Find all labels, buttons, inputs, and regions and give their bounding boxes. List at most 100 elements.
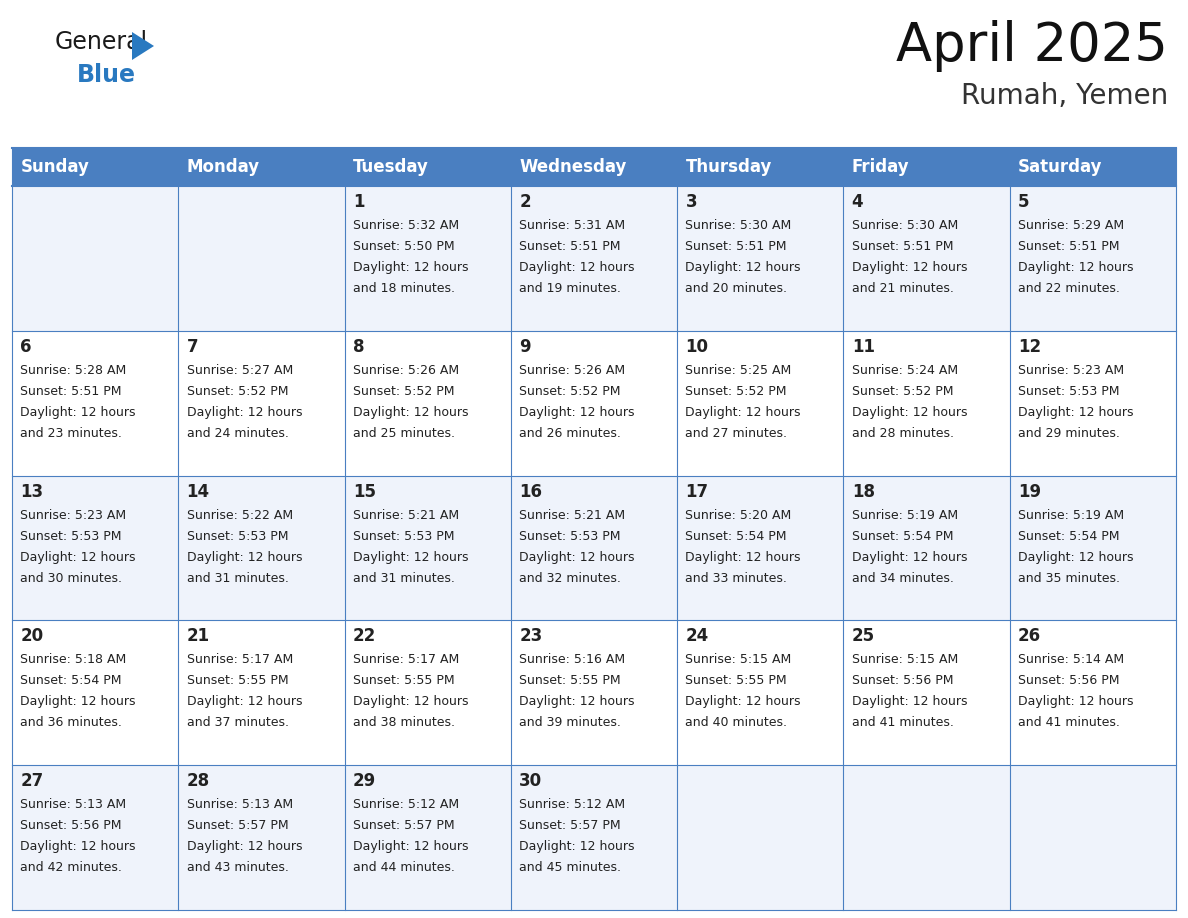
Bar xyxy=(843,330,1010,476)
Text: Sunset: 5:50 PM: Sunset: 5:50 PM xyxy=(353,241,455,253)
Text: and 39 minutes.: and 39 minutes. xyxy=(519,716,621,730)
Text: Sunrise: 5:22 AM: Sunrise: 5:22 AM xyxy=(187,509,292,521)
Text: 17: 17 xyxy=(685,483,708,500)
Text: Sunset: 5:51 PM: Sunset: 5:51 PM xyxy=(20,385,122,397)
Text: 2: 2 xyxy=(519,193,531,211)
Text: and 22 minutes.: and 22 minutes. xyxy=(1018,282,1120,295)
Text: Sunset: 5:51 PM: Sunset: 5:51 PM xyxy=(1018,241,1119,253)
Text: 28: 28 xyxy=(187,772,210,790)
Text: Rumah, Yemen: Rumah, Yemen xyxy=(961,82,1168,110)
Text: Sunset: 5:54 PM: Sunset: 5:54 PM xyxy=(685,530,786,543)
Text: and 33 minutes.: and 33 minutes. xyxy=(685,572,788,585)
Text: 14: 14 xyxy=(187,483,210,500)
Bar xyxy=(677,766,843,910)
Text: Sunrise: 5:26 AM: Sunrise: 5:26 AM xyxy=(353,364,459,377)
Text: 21: 21 xyxy=(187,627,210,645)
Text: Sunrise: 5:23 AM: Sunrise: 5:23 AM xyxy=(20,509,126,521)
Bar xyxy=(178,766,345,910)
Bar xyxy=(178,476,345,621)
Text: Tuesday: Tuesday xyxy=(353,158,429,176)
Text: Sunrise: 5:19 AM: Sunrise: 5:19 AM xyxy=(852,509,958,521)
Text: Saturday: Saturday xyxy=(1018,158,1102,176)
Text: Sunset: 5:55 PM: Sunset: 5:55 PM xyxy=(187,675,289,688)
Text: Daylight: 12 hours: Daylight: 12 hours xyxy=(519,551,634,564)
Text: and 28 minutes.: and 28 minutes. xyxy=(852,427,954,440)
Text: and 32 minutes.: and 32 minutes. xyxy=(519,572,621,585)
Text: Sunset: 5:55 PM: Sunset: 5:55 PM xyxy=(353,675,455,688)
Text: Daylight: 12 hours: Daylight: 12 hours xyxy=(519,696,634,709)
Text: Daylight: 12 hours: Daylight: 12 hours xyxy=(187,406,302,419)
Bar xyxy=(511,186,677,330)
Text: Sunrise: 5:27 AM: Sunrise: 5:27 AM xyxy=(187,364,293,377)
Text: Sunset: 5:57 PM: Sunset: 5:57 PM xyxy=(353,819,455,833)
Text: Sunrise: 5:23 AM: Sunrise: 5:23 AM xyxy=(1018,364,1124,377)
Text: Daylight: 12 hours: Daylight: 12 hours xyxy=(685,551,801,564)
Bar xyxy=(345,766,511,910)
Text: 10: 10 xyxy=(685,338,708,356)
Text: Sunset: 5:53 PM: Sunset: 5:53 PM xyxy=(353,530,454,543)
Bar xyxy=(843,148,1010,186)
Text: Sunset: 5:52 PM: Sunset: 5:52 PM xyxy=(353,385,454,397)
Text: Sunrise: 5:15 AM: Sunrise: 5:15 AM xyxy=(852,654,958,666)
Bar xyxy=(12,766,178,910)
Text: and 43 minutes.: and 43 minutes. xyxy=(187,861,289,874)
Text: Daylight: 12 hours: Daylight: 12 hours xyxy=(353,696,468,709)
Bar xyxy=(345,621,511,766)
Text: and 20 minutes.: and 20 minutes. xyxy=(685,282,788,295)
Text: Daylight: 12 hours: Daylight: 12 hours xyxy=(519,840,634,853)
Text: 11: 11 xyxy=(852,338,874,356)
Text: Sunrise: 5:29 AM: Sunrise: 5:29 AM xyxy=(1018,219,1124,232)
Text: Sunrise: 5:24 AM: Sunrise: 5:24 AM xyxy=(852,364,958,377)
Text: Sunset: 5:57 PM: Sunset: 5:57 PM xyxy=(519,819,621,833)
Text: Sunrise: 5:13 AM: Sunrise: 5:13 AM xyxy=(20,799,126,812)
Text: and 42 minutes.: and 42 minutes. xyxy=(20,861,122,874)
Text: 12: 12 xyxy=(1018,338,1041,356)
Text: Sunset: 5:52 PM: Sunset: 5:52 PM xyxy=(685,385,786,397)
Bar xyxy=(511,621,677,766)
Text: Daylight: 12 hours: Daylight: 12 hours xyxy=(1018,551,1133,564)
Text: Sunset: 5:53 PM: Sunset: 5:53 PM xyxy=(187,530,289,543)
Text: Daylight: 12 hours: Daylight: 12 hours xyxy=(353,551,468,564)
Text: Sunset: 5:57 PM: Sunset: 5:57 PM xyxy=(187,819,289,833)
Text: and 40 minutes.: and 40 minutes. xyxy=(685,716,788,730)
Text: Sunset: 5:52 PM: Sunset: 5:52 PM xyxy=(852,385,953,397)
Bar xyxy=(843,621,1010,766)
Text: Daylight: 12 hours: Daylight: 12 hours xyxy=(685,406,801,419)
Bar xyxy=(511,476,677,621)
Text: and 19 minutes.: and 19 minutes. xyxy=(519,282,621,295)
Text: Sunset: 5:51 PM: Sunset: 5:51 PM xyxy=(852,241,953,253)
Bar xyxy=(1010,476,1176,621)
Bar xyxy=(843,476,1010,621)
Text: and 23 minutes.: and 23 minutes. xyxy=(20,427,122,440)
Text: Sunset: 5:56 PM: Sunset: 5:56 PM xyxy=(1018,675,1119,688)
Text: Daylight: 12 hours: Daylight: 12 hours xyxy=(20,840,135,853)
Text: 26: 26 xyxy=(1018,627,1041,645)
Bar xyxy=(1010,330,1176,476)
Text: and 18 minutes.: and 18 minutes. xyxy=(353,282,455,295)
Text: and 25 minutes.: and 25 minutes. xyxy=(353,427,455,440)
Text: and 21 minutes.: and 21 minutes. xyxy=(852,282,954,295)
Text: and 41 minutes.: and 41 minutes. xyxy=(1018,716,1120,730)
Bar xyxy=(12,330,178,476)
Bar xyxy=(12,186,178,330)
Bar xyxy=(1010,766,1176,910)
Text: and 35 minutes.: and 35 minutes. xyxy=(1018,572,1120,585)
Bar xyxy=(345,476,511,621)
Bar xyxy=(12,148,178,186)
Text: Daylight: 12 hours: Daylight: 12 hours xyxy=(20,696,135,709)
Bar xyxy=(178,148,345,186)
Text: 8: 8 xyxy=(353,338,365,356)
Text: Daylight: 12 hours: Daylight: 12 hours xyxy=(852,406,967,419)
Text: 5: 5 xyxy=(1018,193,1030,211)
Bar xyxy=(178,621,345,766)
Text: Blue: Blue xyxy=(77,63,135,87)
Text: Sunday: Sunday xyxy=(20,158,89,176)
Text: Daylight: 12 hours: Daylight: 12 hours xyxy=(1018,406,1133,419)
Bar xyxy=(12,476,178,621)
Text: 16: 16 xyxy=(519,483,542,500)
Text: Sunrise: 5:17 AM: Sunrise: 5:17 AM xyxy=(353,654,459,666)
Text: Sunset: 5:51 PM: Sunset: 5:51 PM xyxy=(685,241,786,253)
Text: Sunrise: 5:30 AM: Sunrise: 5:30 AM xyxy=(852,219,958,232)
Text: Sunrise: 5:31 AM: Sunrise: 5:31 AM xyxy=(519,219,625,232)
Text: Sunset: 5:53 PM: Sunset: 5:53 PM xyxy=(519,530,620,543)
